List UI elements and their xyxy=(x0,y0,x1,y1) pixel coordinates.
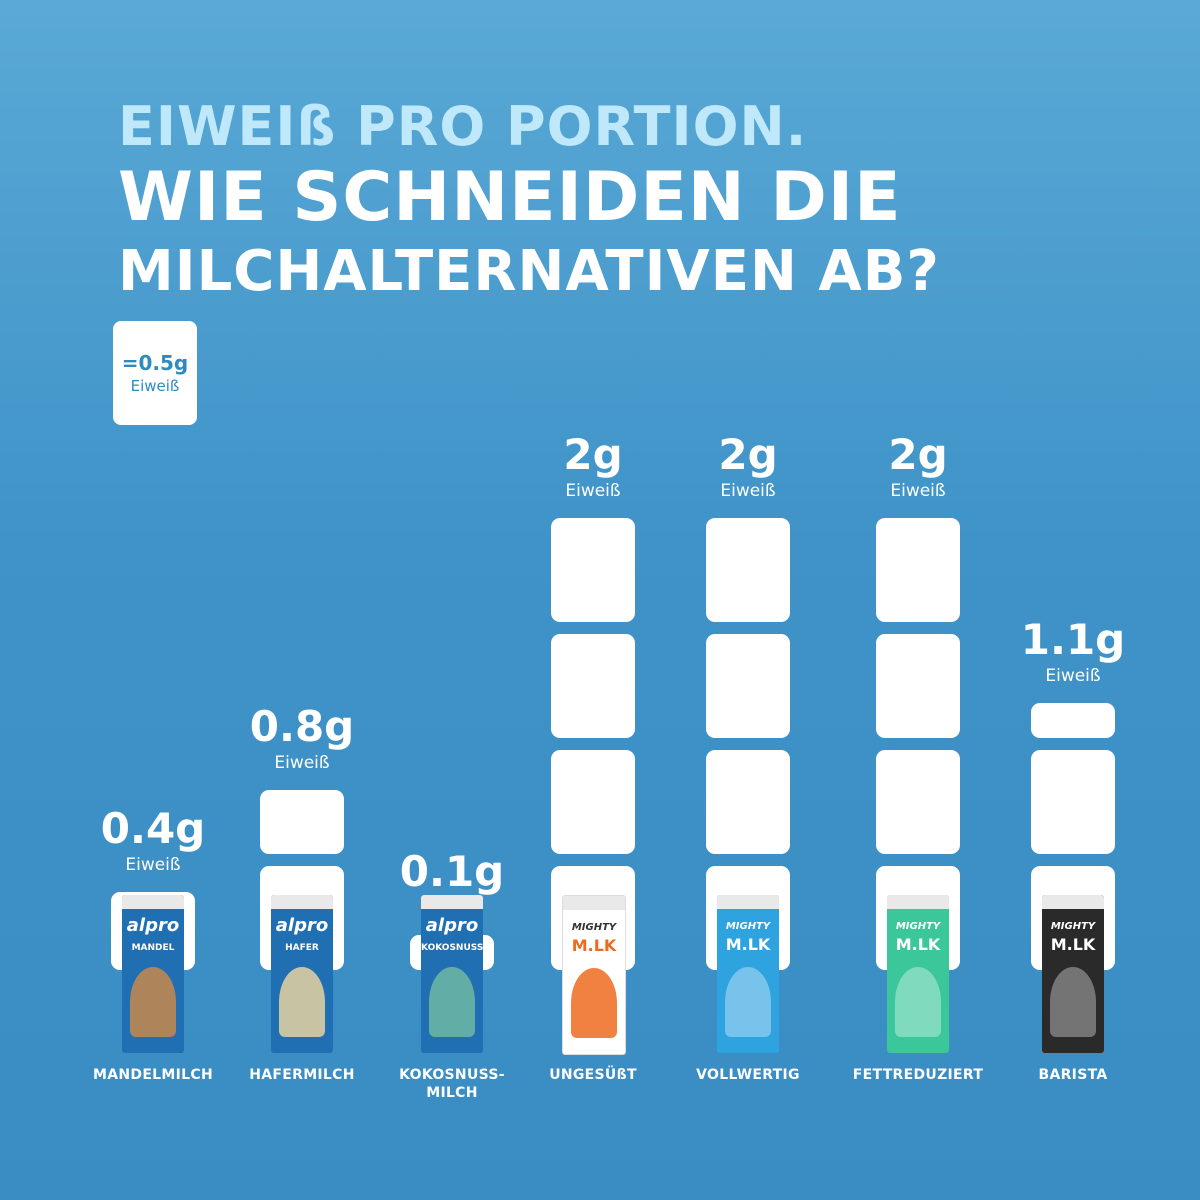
product-carton: MIGHTY M.LK xyxy=(887,895,949,1053)
value-unit: Eiweiß xyxy=(565,481,621,501)
carton-top xyxy=(271,895,333,909)
carton-brand: MIGHTY xyxy=(571,922,617,933)
carton-top xyxy=(717,895,779,909)
protein-block xyxy=(551,750,635,854)
carton-illustration xyxy=(1050,967,1096,1037)
value-label: 0.4g xyxy=(100,803,206,853)
protein-block xyxy=(876,518,960,622)
carton-brand: MIGHTY xyxy=(895,921,941,932)
value-label: 1.1g xyxy=(1020,615,1126,665)
carton-brand: MIGHTY xyxy=(725,921,771,932)
value-unit: Eiweiß xyxy=(890,481,946,501)
product-carton: alpro HAFER xyxy=(271,895,333,1053)
protein-block xyxy=(876,750,960,854)
carton-illustration xyxy=(725,967,771,1037)
value-label: 0.1g xyxy=(399,847,505,897)
headline-line-2: WIE SCHNEIDEN DIE xyxy=(118,158,902,237)
product-carton: alpro KOKOSNUSS xyxy=(421,895,483,1053)
category-label: FETTREDUZIERT xyxy=(852,1067,984,1083)
carton-top xyxy=(887,895,949,909)
value-label: 2g xyxy=(888,430,948,479)
carton-brand: alpro xyxy=(126,915,180,936)
value-unit: Eiweiß xyxy=(125,854,181,875)
carton-top xyxy=(563,896,625,910)
protein-block-partial xyxy=(1031,703,1115,738)
value-label: 0.8g xyxy=(249,702,355,752)
carton-top xyxy=(421,895,483,909)
headline-line-3: MILCHALTERNATIVEN AB? xyxy=(118,239,940,304)
product-carton: MIGHTY M.LK xyxy=(717,895,779,1053)
carton-illustration xyxy=(279,967,325,1037)
legend-block: =0.5g Eiweiß xyxy=(113,321,197,425)
carton-name: M.LK xyxy=(1050,935,1096,954)
carton-illustration xyxy=(130,967,176,1037)
value-unit: Eiweiß xyxy=(274,753,330,774)
carton-name: MANDEL xyxy=(131,943,175,953)
value-label: 2g xyxy=(563,430,623,479)
category-label: MANDELMILCH xyxy=(93,1067,213,1083)
protein-block-partial xyxy=(260,790,344,854)
protein-block xyxy=(876,634,960,738)
headline-line-1: EIWEIß PRO PORTION. xyxy=(118,95,808,158)
category-label: BARISTA xyxy=(1038,1067,1108,1083)
category-label: UNGESÜßT xyxy=(549,1067,637,1083)
carton-top xyxy=(122,895,184,909)
value-unit: Eiweiß xyxy=(1045,666,1101,687)
category-label: VOLLWERTIG xyxy=(696,1067,800,1083)
protein-block xyxy=(551,518,635,622)
protein-block xyxy=(706,750,790,854)
carton-brand: alpro xyxy=(425,915,479,936)
value-unit: Eiweiß xyxy=(720,481,776,501)
legend-unit: Eiweiß xyxy=(130,377,180,395)
product-carton: MIGHTY M.LK xyxy=(562,895,626,1055)
carton-top xyxy=(1042,895,1104,909)
carton-brand: MIGHTY xyxy=(1050,921,1096,932)
protein-block xyxy=(706,634,790,738)
value-label: 2g xyxy=(718,430,778,479)
product-carton: alpro MANDEL xyxy=(122,895,184,1053)
carton-name: M.LK xyxy=(725,935,771,954)
protein-block xyxy=(706,518,790,622)
carton-illustration xyxy=(571,968,617,1038)
carton-name: M.LK xyxy=(895,935,941,954)
category-label: KOKOSNUSS- MILCH xyxy=(399,1067,505,1101)
carton-illustration xyxy=(429,967,475,1037)
carton-name: HAFER xyxy=(285,943,319,953)
protein-block xyxy=(551,634,635,738)
protein-block xyxy=(1031,750,1115,854)
carton-name: M.LK xyxy=(571,936,617,955)
category-label: HAFERMILCH xyxy=(249,1067,355,1083)
product-carton: MIGHTY M.LK xyxy=(1042,895,1104,1053)
carton-name: KOKOSNUSS xyxy=(421,943,483,953)
carton-illustration xyxy=(895,967,941,1037)
legend-value: =0.5g xyxy=(121,351,189,375)
headline: EIWEIß PRO PORTION. WIE SCHNEIDEN DIE MI… xyxy=(118,100,940,300)
carton-brand: alpro xyxy=(275,915,329,936)
